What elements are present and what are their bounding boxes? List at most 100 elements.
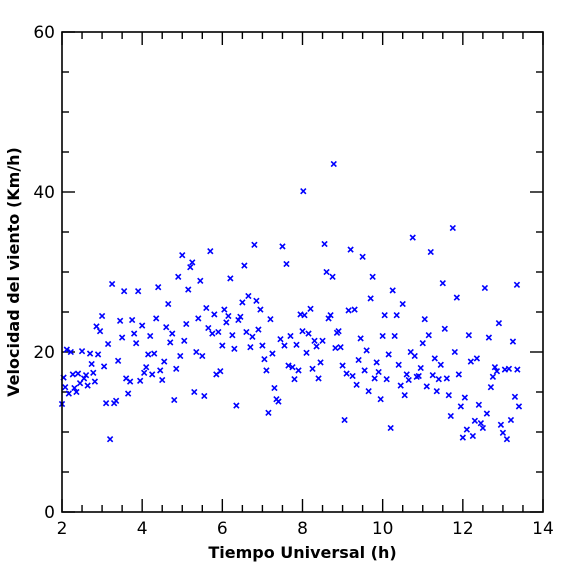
data-point bbox=[355, 356, 362, 364]
data-point bbox=[365, 388, 372, 395]
x-tick-label: 2 bbox=[57, 519, 68, 539]
data-point bbox=[323, 268, 330, 276]
data-point bbox=[91, 378, 99, 385]
data-point bbox=[317, 359, 324, 366]
data-point bbox=[251, 241, 258, 248]
data-point bbox=[197, 277, 204, 284]
data-point bbox=[223, 319, 230, 326]
data-point bbox=[315, 375, 322, 382]
data-point bbox=[259, 342, 266, 349]
data-point bbox=[100, 363, 108, 370]
data-point bbox=[479, 424, 487, 432]
data-point bbox=[393, 312, 400, 319]
data-point bbox=[455, 371, 462, 378]
data-point bbox=[209, 330, 216, 337]
data-point bbox=[507, 416, 515, 424]
data-point bbox=[221, 306, 228, 313]
data-point bbox=[353, 381, 360, 388]
data-point bbox=[439, 280, 446, 287]
data-point bbox=[377, 396, 384, 403]
data-point bbox=[88, 360, 95, 368]
data-point bbox=[417, 364, 424, 372]
data-point bbox=[243, 328, 250, 336]
data-point bbox=[485, 334, 493, 341]
data-point bbox=[231, 345, 238, 352]
data-point bbox=[329, 273, 336, 280]
data-point bbox=[277, 336, 284, 343]
data-point bbox=[345, 307, 352, 314]
data-point bbox=[489, 373, 497, 380]
data-point bbox=[94, 351, 102, 358]
data-point bbox=[207, 248, 214, 255]
y-tick-label: 20 bbox=[33, 343, 55, 363]
data-point bbox=[205, 324, 212, 332]
data-point bbox=[373, 359, 380, 366]
x-tick-label: 4 bbox=[137, 519, 148, 539]
data-point bbox=[293, 341, 300, 348]
data-point bbox=[177, 352, 184, 360]
data-point bbox=[132, 340, 140, 347]
tick-labels: 2 4 6 8 10 12 14 0 20 40 60 bbox=[33, 23, 553, 539]
data-point bbox=[509, 338, 517, 345]
data-point bbox=[383, 376, 390, 383]
data-point bbox=[126, 378, 134, 385]
data-point bbox=[82, 372, 90, 379]
data-point bbox=[175, 273, 182, 280]
data-point bbox=[211, 311, 218, 318]
data-point bbox=[225, 312, 232, 320]
data-point bbox=[219, 342, 226, 349]
data-point bbox=[287, 332, 294, 340]
data-point bbox=[299, 328, 306, 335]
data-point bbox=[120, 288, 128, 295]
data-point bbox=[359, 253, 366, 260]
data-point bbox=[106, 436, 114, 443]
data-point bbox=[431, 355, 438, 362]
data-point bbox=[165, 300, 172, 308]
data-point bbox=[397, 382, 404, 389]
data-point bbox=[86, 350, 94, 357]
data-point bbox=[93, 323, 100, 330]
data-point bbox=[514, 366, 521, 373]
data-point bbox=[112, 397, 120, 404]
data-point bbox=[147, 332, 154, 340]
data-point bbox=[477, 420, 485, 427]
data-point bbox=[167, 339, 174, 346]
data-point bbox=[124, 390, 132, 397]
data-point bbox=[257, 306, 264, 313]
data-point bbox=[337, 344, 344, 351]
data-point bbox=[291, 376, 298, 383]
data-point bbox=[134, 288, 142, 295]
data-point bbox=[307, 305, 314, 312]
data-point bbox=[233, 402, 240, 409]
data-point bbox=[471, 417, 479, 424]
data-point bbox=[183, 320, 190, 328]
data-point bbox=[503, 436, 511, 443]
data-point bbox=[179, 252, 186, 259]
x-tick-label: 6 bbox=[217, 519, 228, 539]
data-point bbox=[215, 328, 222, 336]
y-axis-label: Velocidad del viento (Km/h) bbox=[4, 147, 23, 397]
data-point bbox=[505, 365, 513, 372]
data-point bbox=[391, 332, 398, 340]
data-point bbox=[96, 328, 104, 335]
data-point bbox=[371, 375, 378, 382]
data-point bbox=[399, 300, 406, 308]
data-point bbox=[419, 340, 426, 347]
data-point bbox=[253, 297, 260, 304]
data-point bbox=[73, 388, 80, 396]
data-point bbox=[389, 287, 396, 294]
data-point bbox=[363, 347, 370, 354]
data-point bbox=[173, 365, 180, 372]
data-point bbox=[153, 315, 160, 322]
data-point bbox=[159, 376, 166, 384]
data-point bbox=[451, 348, 458, 356]
data-point bbox=[469, 432, 477, 440]
data-point bbox=[136, 377, 144, 384]
data-point bbox=[375, 368, 382, 376]
data-point bbox=[235, 316, 242, 324]
data-point bbox=[217, 368, 224, 375]
data-point bbox=[313, 343, 320, 350]
data-point bbox=[237, 313, 244, 320]
data-point bbox=[487, 384, 495, 391]
data-point bbox=[102, 400, 110, 407]
